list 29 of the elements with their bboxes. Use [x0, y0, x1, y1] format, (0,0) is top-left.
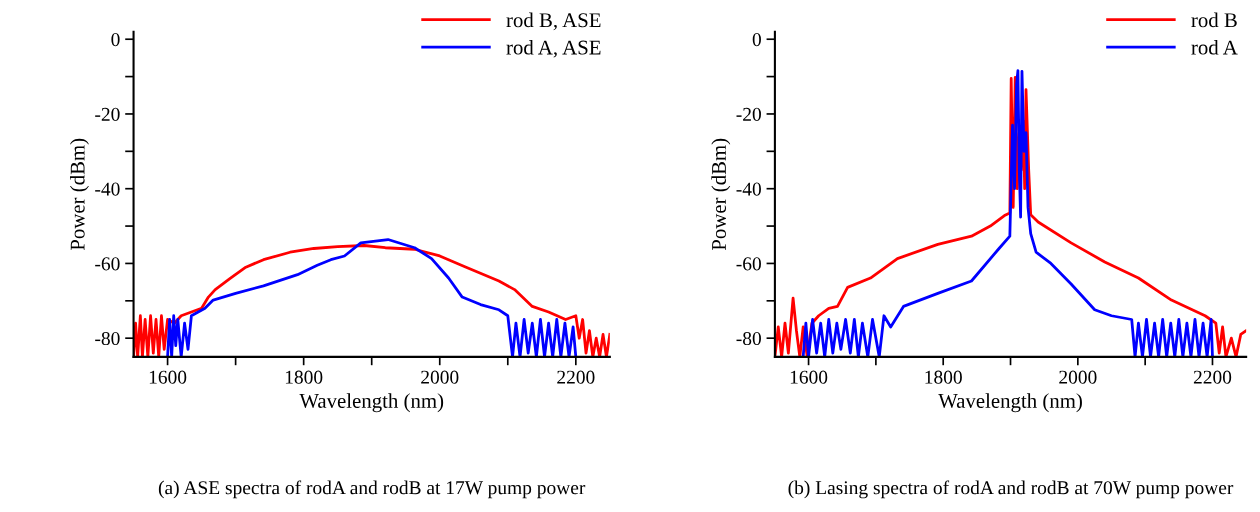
- x-axis-title: Wavelength (nm): [299, 393, 444, 413]
- y-tick-label: 0: [111, 33, 120, 47]
- x-tick-label: 1600: [149, 370, 187, 384]
- legend-label: rod B, ASE: [506, 12, 601, 31]
- y-tick-label: -40: [95, 182, 120, 196]
- y-axis-title: Power (dBm): [711, 138, 731, 251]
- y-tick-label: -60: [736, 257, 761, 271]
- x-tick-label: 2200: [1193, 370, 1232, 384]
- x-tick-label: 2000: [421, 370, 459, 384]
- x-tick-label: 2200: [557, 370, 595, 384]
- text: (b) Lasing spectra of rodA and rodB at 70W pump power: [788, 480, 1234, 499]
- x-axis-title: Wavelength (nm): [938, 393, 1082, 413]
- legend-label: rod B: [1191, 12, 1237, 28]
- y-axis-title: Power (dBm): [70, 138, 89, 251]
- legend-label: rod A: [1191, 39, 1238, 55]
- x-tick-label: 1800: [925, 370, 962, 384]
- y-tick-label: 0: [752, 33, 761, 47]
- y-tick-label: -80: [736, 331, 761, 346]
- line-series: [166, 238, 578, 357]
- y-tick-label: -40: [736, 182, 761, 196]
- x-tick-label: 2000: [1059, 370, 1097, 384]
- x-tick-label: 1600: [790, 370, 828, 384]
- y-tick-label: -60: [95, 257, 120, 271]
- x-tick-label: 1800: [285, 370, 323, 384]
- text: (a) ASE spectra of rodA and rodB at 17W pump power: [158, 480, 586, 499]
- y-tick-label: -80: [95, 331, 120, 346]
- y-tick-label: -20: [736, 107, 761, 121]
- legend-label: rod A, ASE: [506, 39, 601, 58]
- y-tick-label: -20: [95, 107, 120, 121]
